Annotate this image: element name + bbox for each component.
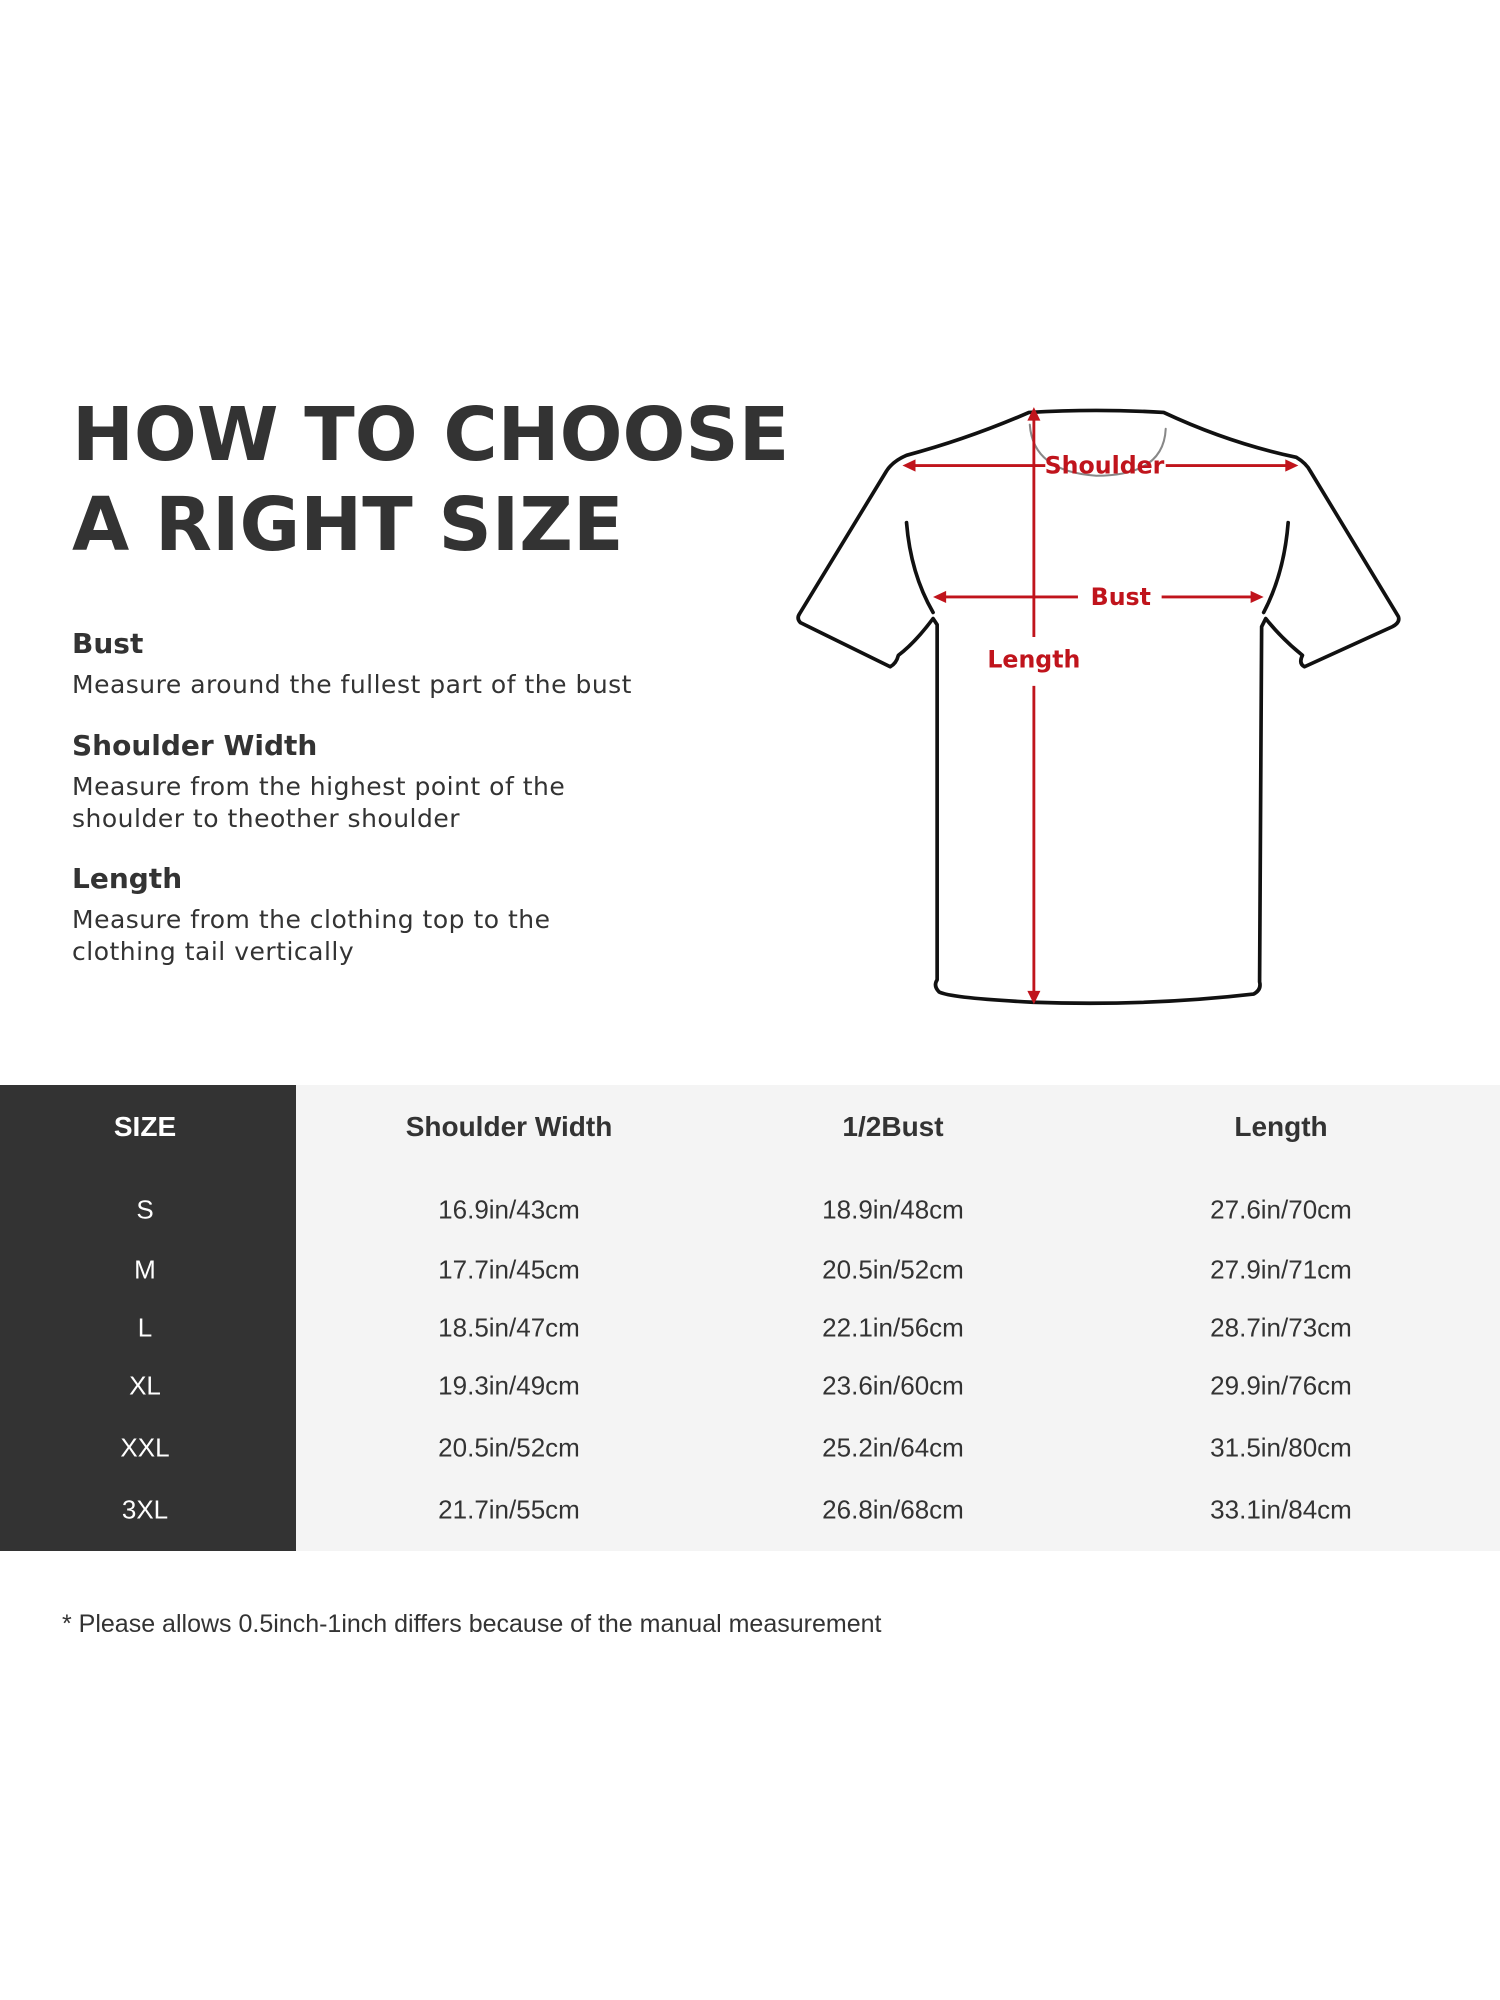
length-label: Length (987, 646, 1080, 674)
desc-line: clothing tail vertically (72, 937, 355, 966)
table-header: Shoulder Width (405, 1111, 613, 1142)
table-cell: 20.5in/52cm (822, 1254, 964, 1285)
tshirt-diagram: Shoulder Bust Length (796, 407, 1401, 1006)
table-header: SIZE (113, 1111, 177, 1142)
desc-line: shoulder to theother shoulder (72, 804, 461, 833)
table-cell: 20.5in/52cm (438, 1432, 580, 1463)
table-header: 1/2Bust (842, 1111, 944, 1142)
table-cell: 25.2in/64cm (822, 1432, 964, 1463)
measurement-arrows (902, 407, 1299, 1005)
guide-heading-shoulder: Shoulder Width (72, 729, 318, 762)
tshirt-outline (796, 408, 1401, 1006)
table-header: Length (1234, 1111, 1328, 1142)
table-cell: 22.1in/56cm (822, 1312, 964, 1343)
size-label: S (136, 1194, 154, 1225)
size-label: 3XL (121, 1494, 169, 1525)
size-table-size-column (0, 1085, 296, 1551)
size-label: L (137, 1312, 153, 1343)
footnote: * Please allows 0.5inch-1inch differs be… (62, 1610, 882, 1638)
bust-label: Bust (1091, 583, 1151, 611)
table-cell: 17.7in/45cm (438, 1254, 580, 1285)
size-label: M (134, 1254, 156, 1285)
desc-line: Measure around the fullest part of the b… (72, 670, 632, 699)
table-cell: 31.5in/80cm (1210, 1432, 1352, 1463)
guide-desc-shoulder: Measure from the highest point of the sho… (72, 771, 565, 835)
page-title-line-2: A RIGHT SIZE (72, 482, 624, 568)
desc-line: Measure from the clothing top to the (72, 905, 551, 934)
guide-heading-length: Length (72, 862, 183, 895)
table-cell: 27.6in/70cm (1210, 1194, 1352, 1225)
size-label: XL (129, 1370, 161, 1401)
table-cell: 21.7in/55cm (438, 1494, 580, 1525)
guide-desc-length: Measure from the clothing top to the clot… (72, 904, 551, 968)
table-cell: 16.9in/43cm (438, 1194, 580, 1225)
table-cell: 18.9in/48cm (822, 1194, 964, 1225)
table-cell: 19.3in/49cm (438, 1370, 580, 1401)
desc-line: Measure from the highest point of the (72, 772, 566, 801)
size-label: XXL (120, 1432, 170, 1463)
guide-heading-bust: Bust (72, 627, 144, 660)
page-title-line-1: HOW TO CHOOSE (72, 392, 790, 478)
size-table-body (296, 1085, 1500, 1551)
table-cell: 28.7in/73cm (1210, 1312, 1352, 1343)
table-cell: 26.8in/68cm (822, 1494, 964, 1525)
table-cell: 18.5in/47cm (438, 1312, 580, 1343)
table-cell: 23.6in/60cm (822, 1370, 964, 1401)
shoulder-label: Shoulder (1045, 452, 1165, 480)
table-cell: 27.9in/71cm (1210, 1254, 1352, 1285)
table-cell: 29.9in/76cm (1210, 1370, 1352, 1401)
guide-desc-bust: Measure around the fullest part of the b… (72, 669, 632, 701)
table-cell: 33.1in/84cm (1210, 1494, 1352, 1525)
